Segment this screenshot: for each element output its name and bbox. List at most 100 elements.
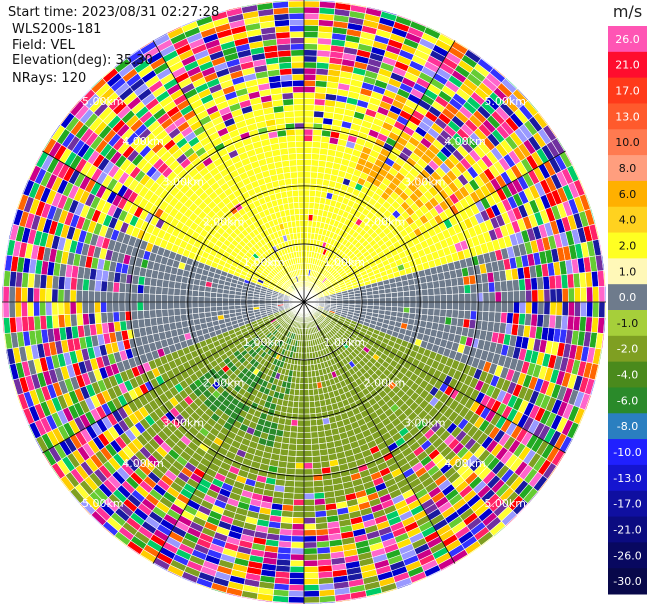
ppi-cell [303, 104, 315, 112]
ppi-cell [26, 287, 35, 303]
ppi-cell [303, 511, 316, 519]
ppi-cell [303, 146, 313, 154]
ppi-cell [310, 171, 318, 179]
ppi-cell [294, 468, 305, 476]
ppi-cell [294, 462, 305, 470]
ppi-cell [303, 431, 312, 439]
ppi-cell [439, 308, 447, 318]
ppi-cell [598, 285, 606, 303]
ppi-cell [63, 289, 71, 303]
ppi-cell [14, 301, 22, 318]
ppi-cell [142, 301, 150, 311]
ppi-cell [210, 306, 218, 313]
ppi-cell [45, 301, 53, 316]
ppi-cell [303, 346, 307, 354]
ppi-cell [415, 289, 423, 297]
ppi-cell [433, 308, 441, 317]
ppi-cell [252, 301, 260, 305]
ppi-cell [421, 288, 429, 297]
ppi-cell [303, 529, 317, 537]
ppi-cell [75, 289, 83, 303]
ppi-cell [303, 547, 318, 555]
ppi-cell [292, 517, 305, 525]
ppi-cell [303, 134, 314, 142]
ppi-cell [282, 498, 294, 506]
ppi-cell [525, 289, 533, 303]
ppi-cell [143, 309, 151, 320]
ppi-cell [303, 49, 318, 57]
ppi-cell [161, 286, 169, 296]
ppi-cell [303, 590, 320, 598]
ppi-cell [290, 541, 305, 549]
ppi-cell [112, 311, 121, 323]
ppi-cell [433, 301, 441, 310]
ppi-cell [288, 584, 305, 592]
ppi-cell [303, 183, 311, 191]
ppi-cell [312, 467, 323, 476]
ppi-cell [586, 286, 594, 303]
ppi-cell [63, 301, 71, 315]
ppi-cell [299, 383, 305, 390]
ppi-cell [167, 308, 175, 317]
ppi-cell [506, 290, 514, 303]
ppi-cell [303, 171, 312, 179]
ppi-cell [291, 413, 299, 421]
ppi-cell [197, 290, 205, 298]
ppi-cell [303, 24, 319, 33]
ppi-cell [488, 291, 496, 303]
ppi-cell [549, 288, 557, 303]
ppi-cell [316, 424, 325, 432]
ppi-cell [292, 504, 305, 512]
ppi-cell [303, 12, 320, 20]
ppi-cell [303, 128, 314, 136]
ppi-cell [311, 153, 320, 161]
ppi-cell [294, 480, 305, 488]
ppi-cell [88, 279, 96, 292]
ppi-cell [314, 92, 327, 100]
ppi-cell [354, 298, 362, 303]
ppi-cell [155, 293, 162, 303]
ppi-cell [397, 296, 405, 303]
ppi-cell [513, 290, 521, 303]
ppi-cell [312, 461, 322, 470]
ppi-cell [457, 309, 465, 320]
ppi-cell [216, 305, 224, 312]
ppi-cell [20, 286, 28, 303]
ppi-cell [298, 395, 305, 403]
ppi-cell [427, 294, 435, 303]
ppi-cell [179, 307, 187, 316]
ppi-cell [288, 578, 305, 586]
ppi-cell [303, 407, 311, 415]
ppi-cell [57, 301, 65, 316]
ppi-cell [204, 311, 212, 318]
ppi-cell [303, 504, 316, 512]
ppi-cell [312, 134, 322, 143]
ppi-cell [598, 301, 606, 319]
ppi-cell [297, 419, 305, 427]
ppi-cell [409, 295, 417, 303]
ppi-cell [295, 444, 305, 451]
ppi-cell [561, 287, 569, 303]
ppi-cell [403, 290, 411, 298]
ppi-cell [173, 301, 181, 310]
ppi-cell [142, 293, 150, 303]
ppi-cell [94, 290, 102, 303]
ppi-cell [525, 301, 533, 315]
ppi-cell [284, 479, 295, 488]
ppi-cell [543, 301, 551, 316]
ppi-cell [303, 578, 320, 586]
ppi-cell [500, 301, 508, 313]
ppi-cell [303, 140, 313, 148]
ppi-cell [543, 288, 551, 303]
ppi-cell [69, 301, 77, 315]
ppi-cell [88, 312, 96, 325]
ppi-cell [136, 292, 144, 303]
ppi-cell [234, 301, 242, 306]
ppi-cell [303, 486, 315, 494]
ppi-cell [100, 312, 108, 324]
ppi-cell [303, 419, 311, 427]
ppi-cell [136, 301, 144, 312]
ppi-cell [481, 311, 490, 322]
ppi-cell [307, 370, 313, 378]
ppi-cell [179, 295, 187, 303]
